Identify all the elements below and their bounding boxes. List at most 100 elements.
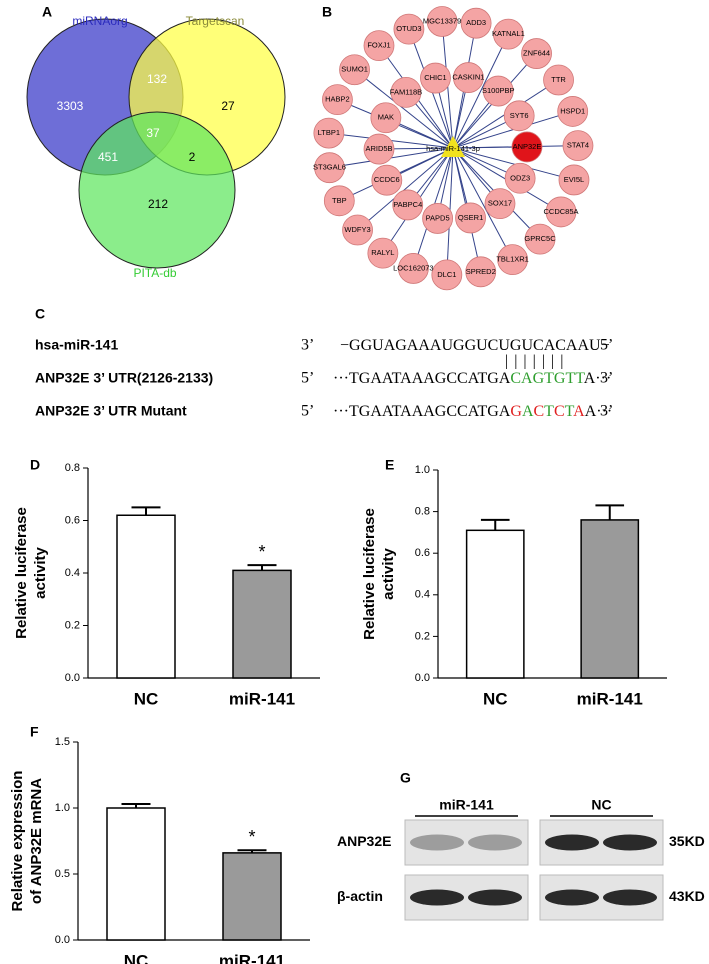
network-node [482,75,514,107]
x-tick-label: NC [124,951,149,964]
x-tick-label: miR-141 [219,951,285,964]
network-edge [452,33,509,149]
blot-band [545,834,599,851]
bar [580,519,640,679]
venn-count: 212 [148,197,168,211]
sequence-segment: A [573,403,585,420]
sequence-segment: CAGTGTT [510,370,585,387]
node-label: WDFY3 [344,225,370,234]
node-label: DLC1 [437,270,456,279]
blot-band [545,889,599,906]
y-tick-label: 0.2 [415,630,430,642]
node-label: S100PBP [482,86,515,95]
y-axis-label: activity [32,546,49,598]
network-node [392,189,424,221]
y-tick-label: 0.0 [415,672,430,684]
y-tick-label: 0.6 [415,547,430,559]
node-label: SOX17 [488,199,512,208]
venn-count: 132 [147,72,167,86]
x-tick-label: miR-141 [229,689,295,708]
network-node [543,64,574,96]
network-node [397,253,429,284]
y-tick-label: 0.8 [415,506,430,518]
node-label: MGC13379 [423,16,461,25]
node-label: SUMO1 [341,65,368,74]
blot-band [468,889,522,906]
panel-label: B [322,4,332,20]
network-node [455,202,486,234]
network-edge [354,69,454,149]
node-label: FOXJ1 [367,41,390,50]
bar [106,807,166,941]
network-node [313,117,345,149]
row-name: ANP32E 3’ UTR Mutant [35,403,187,419]
node-label: PAPD5 [426,213,450,222]
node-label: OTUD3 [396,24,421,33]
y-axis-label: activity [380,547,397,599]
blot-panel [404,819,529,866]
network-node [558,164,590,196]
significance: * [248,827,255,847]
node-label: ST3GAL6 [313,163,346,172]
sequence-segment: ···TGAATAAAGCCATGA [333,403,511,420]
node-label: CCDC85A [544,207,579,216]
sequence: −GGUAGAAAUGGUCUGUCACAAU− [340,337,610,354]
node-label: CHIC1 [424,73,447,82]
y-tick-label: 0.4 [65,567,80,579]
network-node [314,152,345,184]
y-tick-label: 0.5 [55,868,70,880]
node-label: STAT4 [567,141,589,150]
network-node [420,62,451,94]
node-label: ADD3 [466,18,486,27]
network-node [521,38,552,69]
y-axis-label: Relative luciferase [361,508,378,640]
bar [116,514,176,679]
x-tick-label: NC [134,689,159,708]
node-label: LTBP1 [318,128,340,137]
network-node [503,100,535,132]
strand-end: 3’ [600,370,613,387]
node-label: KATNAL1 [492,29,525,38]
venn-count: 27 [221,99,235,113]
sequence-segment: T [565,403,575,420]
blot-band [410,834,464,851]
node-label: SYT6 [510,111,529,120]
size-label: 43KD [669,888,705,904]
panel-label: D [30,457,40,473]
y-tick-label: 0.2 [65,619,80,631]
bar [222,852,282,941]
node-label: SPRED2 [466,267,496,276]
network-node [511,131,543,163]
venn-count: 451 [98,150,118,164]
network-node [342,214,373,246]
node-label: EVI5L [564,175,584,184]
node-label: MAK [378,113,394,122]
y-tick-label: 0.6 [65,514,80,526]
node-label: TBP [332,196,347,205]
node-label: PABPC4 [393,200,422,209]
panel-label: G [400,770,411,786]
group-label: miR-141 [439,797,494,813]
network-node [484,188,516,220]
x-tick-label: NC [483,689,508,708]
blot-band [603,834,657,851]
node-label: HABP2 [325,95,350,104]
network-node [393,13,425,45]
network-node [460,7,492,39]
venn-count: 3303 [57,99,84,113]
center-label: hsa-miR-141-3p [426,144,480,153]
venn-count: 2 [189,150,196,164]
network-node [371,164,403,196]
node-label: LOC162073 [393,263,433,272]
node-label: RALYL [371,248,394,257]
node-label: GPRC5C [524,234,556,243]
node-label: FAM118B [390,87,422,96]
network-node [323,185,355,217]
blot-band [603,889,657,906]
group-label: NC [591,797,611,813]
venn-count: 37 [146,126,160,140]
sequence-segment: C [534,403,545,420]
network-node [339,54,370,86]
network-node [524,223,556,255]
node-label: CASKIN1 [452,73,484,82]
